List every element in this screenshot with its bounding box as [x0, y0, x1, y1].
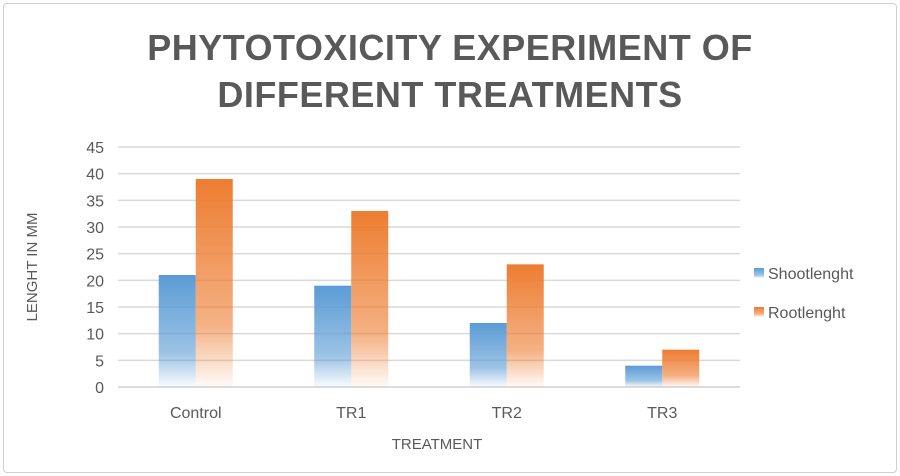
y-tick-label: 0 — [95, 380, 104, 397]
y-tick-label: 25 — [86, 247, 104, 264]
x-tick-label: TR2 — [492, 405, 522, 422]
bar-shootlenght-control — [158, 275, 196, 387]
y-tick-label: 45 — [86, 140, 104, 157]
chart-title: PHYTOTOXICITY EXPERIMENT OF DIFFERENT TR… — [0, 24, 900, 118]
bar-rootlenght-control — [195, 179, 233, 387]
y-axis-label: LENGHT IN MM — [24, 213, 41, 322]
bar-rootlenght-tr2 — [506, 264, 544, 387]
title-line-1: PHYTOTOXICITY EXPERIMENT OF — [147, 27, 753, 68]
chart-frame — [3, 3, 897, 473]
legend-swatch — [754, 307, 764, 317]
title-line-2: DIFFERENT TREATMENTS — [217, 74, 683, 115]
bar-rootlenght-tr3 — [662, 349, 700, 387]
bar-shootlenght-tr2 — [469, 323, 507, 387]
bar-shootlenght-tr1 — [314, 285, 352, 387]
y-tick-label: 30 — [86, 220, 104, 237]
bar-rootlenght-tr1 — [351, 211, 389, 387]
bar-shootlenght-tr3 — [625, 365, 663, 387]
legend-label: Rootlenght — [768, 305, 846, 322]
x-axis-label: TREATMENT — [392, 436, 483, 453]
y-tick-label: 20 — [86, 273, 104, 290]
y-tick-label: 10 — [86, 327, 104, 344]
x-tick-label: TR1 — [336, 405, 366, 422]
y-tick-label: 35 — [86, 193, 104, 210]
y-tick-label: 15 — [86, 300, 104, 317]
legend-label: Shootlenght — [768, 266, 854, 283]
y-tick-label: 5 — [95, 353, 104, 370]
x-tick-label: TR3 — [647, 405, 677, 422]
legend-swatch — [754, 268, 764, 278]
y-tick-label: 40 — [86, 167, 104, 184]
x-tick-label: Control — [170, 405, 222, 422]
